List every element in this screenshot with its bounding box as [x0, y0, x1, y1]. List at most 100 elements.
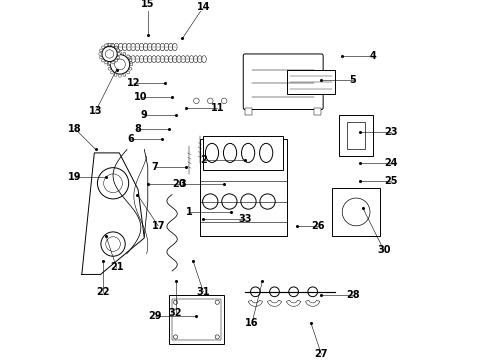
Text: 17: 17 — [151, 221, 165, 231]
Text: 7: 7 — [151, 162, 158, 172]
Circle shape — [107, 63, 110, 66]
Circle shape — [105, 50, 114, 58]
Ellipse shape — [144, 43, 148, 51]
Circle shape — [101, 232, 125, 256]
Circle shape — [203, 194, 218, 209]
Ellipse shape — [172, 43, 177, 51]
Circle shape — [99, 53, 101, 55]
Text: 10: 10 — [134, 93, 147, 102]
Text: 18: 18 — [68, 123, 82, 134]
Ellipse shape — [169, 56, 173, 63]
Text: 11: 11 — [211, 103, 224, 113]
Ellipse shape — [172, 56, 177, 63]
Ellipse shape — [147, 43, 152, 51]
Circle shape — [215, 335, 220, 339]
Wedge shape — [248, 300, 263, 306]
Text: 31: 31 — [196, 287, 210, 297]
Text: 9: 9 — [141, 110, 147, 120]
Circle shape — [215, 300, 220, 304]
Circle shape — [99, 49, 102, 52]
Bar — [287, 69, 335, 94]
Circle shape — [102, 46, 117, 62]
Circle shape — [99, 56, 102, 59]
Ellipse shape — [106, 43, 110, 51]
Circle shape — [129, 59, 132, 61]
Text: 24: 24 — [384, 158, 397, 168]
Ellipse shape — [194, 56, 198, 63]
Circle shape — [104, 174, 122, 193]
Ellipse shape — [169, 43, 173, 51]
Circle shape — [110, 55, 130, 74]
Ellipse shape — [147, 56, 152, 63]
Circle shape — [104, 44, 107, 47]
Circle shape — [114, 73, 117, 76]
Text: 16: 16 — [245, 318, 259, 328]
Circle shape — [115, 59, 125, 70]
Ellipse shape — [114, 43, 119, 51]
Text: 20: 20 — [172, 179, 186, 189]
Circle shape — [119, 51, 122, 54]
Circle shape — [289, 287, 298, 297]
Text: 6: 6 — [127, 134, 134, 144]
Bar — [172, 299, 220, 341]
Circle shape — [194, 98, 199, 104]
Text: 29: 29 — [148, 311, 162, 321]
Text: 23: 23 — [384, 127, 397, 137]
Circle shape — [101, 59, 104, 62]
Circle shape — [207, 98, 213, 104]
Ellipse shape — [119, 43, 123, 51]
Bar — [339, 115, 373, 156]
Ellipse shape — [139, 43, 144, 51]
Ellipse shape — [223, 143, 237, 162]
Circle shape — [119, 75, 122, 77]
Circle shape — [270, 287, 279, 297]
Ellipse shape — [205, 143, 219, 162]
Wedge shape — [287, 300, 301, 306]
Ellipse shape — [122, 43, 127, 51]
Bar — [332, 188, 380, 236]
Circle shape — [129, 67, 132, 70]
Circle shape — [106, 237, 121, 251]
Circle shape — [308, 287, 318, 297]
Bar — [200, 139, 287, 236]
Ellipse shape — [139, 56, 144, 63]
Circle shape — [123, 53, 126, 55]
Ellipse shape — [160, 43, 165, 51]
Text: 4: 4 — [370, 51, 377, 61]
Circle shape — [221, 98, 227, 104]
Circle shape — [222, 194, 237, 209]
Circle shape — [108, 43, 111, 46]
Circle shape — [111, 71, 113, 74]
Circle shape — [127, 71, 129, 74]
Ellipse shape — [110, 43, 115, 51]
Circle shape — [112, 44, 115, 47]
Circle shape — [108, 67, 111, 70]
Text: 12: 12 — [127, 78, 141, 89]
Ellipse shape — [202, 56, 206, 63]
Text: 14: 14 — [196, 2, 210, 12]
Circle shape — [115, 46, 118, 49]
Text: 2: 2 — [200, 155, 207, 165]
Text: 1: 1 — [186, 207, 193, 217]
Circle shape — [111, 55, 113, 58]
FancyBboxPatch shape — [243, 54, 323, 109]
Circle shape — [123, 73, 126, 76]
Text: 25: 25 — [384, 176, 397, 186]
Text: 32: 32 — [169, 308, 182, 318]
Ellipse shape — [144, 56, 148, 63]
Circle shape — [108, 59, 111, 61]
Circle shape — [117, 49, 120, 52]
Ellipse shape — [181, 56, 185, 63]
Text: 28: 28 — [346, 290, 360, 300]
Ellipse shape — [164, 56, 169, 63]
Ellipse shape — [160, 56, 165, 63]
Bar — [347, 122, 365, 149]
Wedge shape — [268, 300, 282, 306]
Text: 3: 3 — [179, 179, 186, 189]
Ellipse shape — [152, 43, 156, 51]
Circle shape — [112, 61, 115, 64]
Circle shape — [117, 56, 120, 59]
Ellipse shape — [189, 56, 194, 63]
Ellipse shape — [127, 56, 131, 63]
Ellipse shape — [131, 56, 135, 63]
